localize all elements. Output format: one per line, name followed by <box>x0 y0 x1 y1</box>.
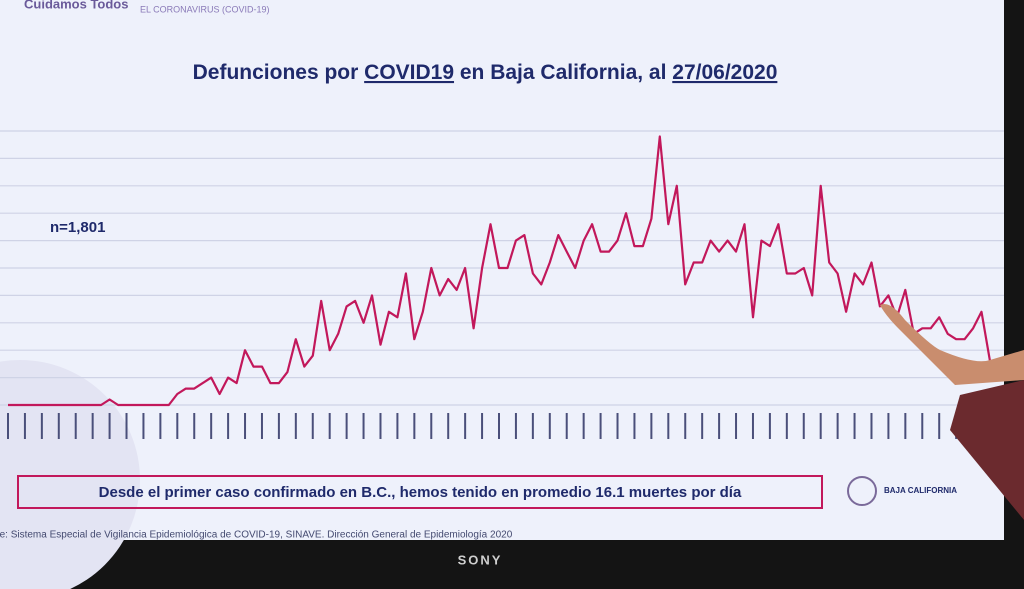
x-tick <box>735 413 738 439</box>
x-tick <box>108 413 111 439</box>
x-tick <box>582 413 585 439</box>
hand <box>880 304 1024 385</box>
x-tick <box>853 413 856 439</box>
x-tick <box>650 413 653 439</box>
x-tick <box>379 413 382 439</box>
logo-text: BAJA CALIFORNIA <box>884 486 957 495</box>
annotation: n=1,801 <box>50 219 105 236</box>
x-tick <box>260 413 263 439</box>
screen <box>0 0 1004 540</box>
x-tick <box>751 413 754 439</box>
x-tick <box>718 413 721 439</box>
x-tick <box>396 413 399 439</box>
note-box <box>17 475 823 509</box>
title-part: COVID19 <box>364 61 454 84</box>
x-tick <box>498 413 500 439</box>
header-subtitle: EL CORONAVIRUS (COVID-19) <box>140 4 270 14</box>
x-tick <box>785 413 788 439</box>
x-tick <box>362 413 365 439</box>
x-tick <box>870 413 873 439</box>
logo-shield <box>847 476 877 506</box>
x-tick <box>176 413 179 439</box>
x-tick <box>514 413 517 439</box>
x-tick <box>413 413 416 439</box>
x-tick <box>887 413 890 439</box>
x-tick <box>244 413 247 439</box>
x-tick <box>464 413 467 439</box>
chart-title: Defunciones por COVID19 en Baja Californ… <box>193 61 778 84</box>
x-tick <box>125 413 128 439</box>
x-tick <box>667 413 670 439</box>
x-tick <box>57 413 60 439</box>
x-tick <box>938 413 941 439</box>
x-tick <box>193 413 196 439</box>
x-tick <box>142 413 145 439</box>
x-tick <box>768 413 771 439</box>
x-tick <box>701 413 704 439</box>
x-tick <box>599 413 602 439</box>
title-part: Defunciones por <box>193 61 365 84</box>
decor-circle <box>0 360 140 589</box>
title-part: en Baja California, al <box>454 61 672 84</box>
x-tick <box>227 413 230 439</box>
x-tick <box>684 413 687 439</box>
x-tick <box>345 413 348 439</box>
note: Desde el primer caso confirmado en B.C.,… <box>99 484 742 501</box>
x-tick <box>277 413 280 439</box>
x-tick <box>311 413 314 439</box>
x-tick <box>159 413 162 439</box>
x-tick <box>836 413 839 439</box>
brand: Cuidamos Todos <box>24 0 128 11</box>
x-tick <box>74 413 77 439</box>
x-tick <box>23 413 26 439</box>
x-tick <box>447 413 450 439</box>
tv-brand: SONY <box>458 552 503 567</box>
x-tick <box>904 413 907 439</box>
x-tick <box>328 413 331 439</box>
x-tick <box>565 413 568 439</box>
x-tick <box>819 413 822 439</box>
x-tick <box>210 413 213 439</box>
x-tick <box>548 413 551 439</box>
data-line <box>8 135 992 407</box>
sleeve <box>950 380 1024 520</box>
source: Fuente: Sistema Especial de Vigilancia E… <box>0 530 513 541</box>
x-tick <box>40 413 43 439</box>
x-tick <box>7 413 9 439</box>
x-tick <box>294 413 297 439</box>
x-tick <box>531 413 534 439</box>
x-tick <box>802 413 805 439</box>
x-tick <box>633 413 636 439</box>
x-tick <box>430 413 433 439</box>
x-tick <box>91 413 94 439</box>
x-tick <box>481 413 484 439</box>
x-tick <box>616 413 619 439</box>
title-part: 27/06/2020 <box>672 61 777 84</box>
x-tick <box>921 413 924 439</box>
